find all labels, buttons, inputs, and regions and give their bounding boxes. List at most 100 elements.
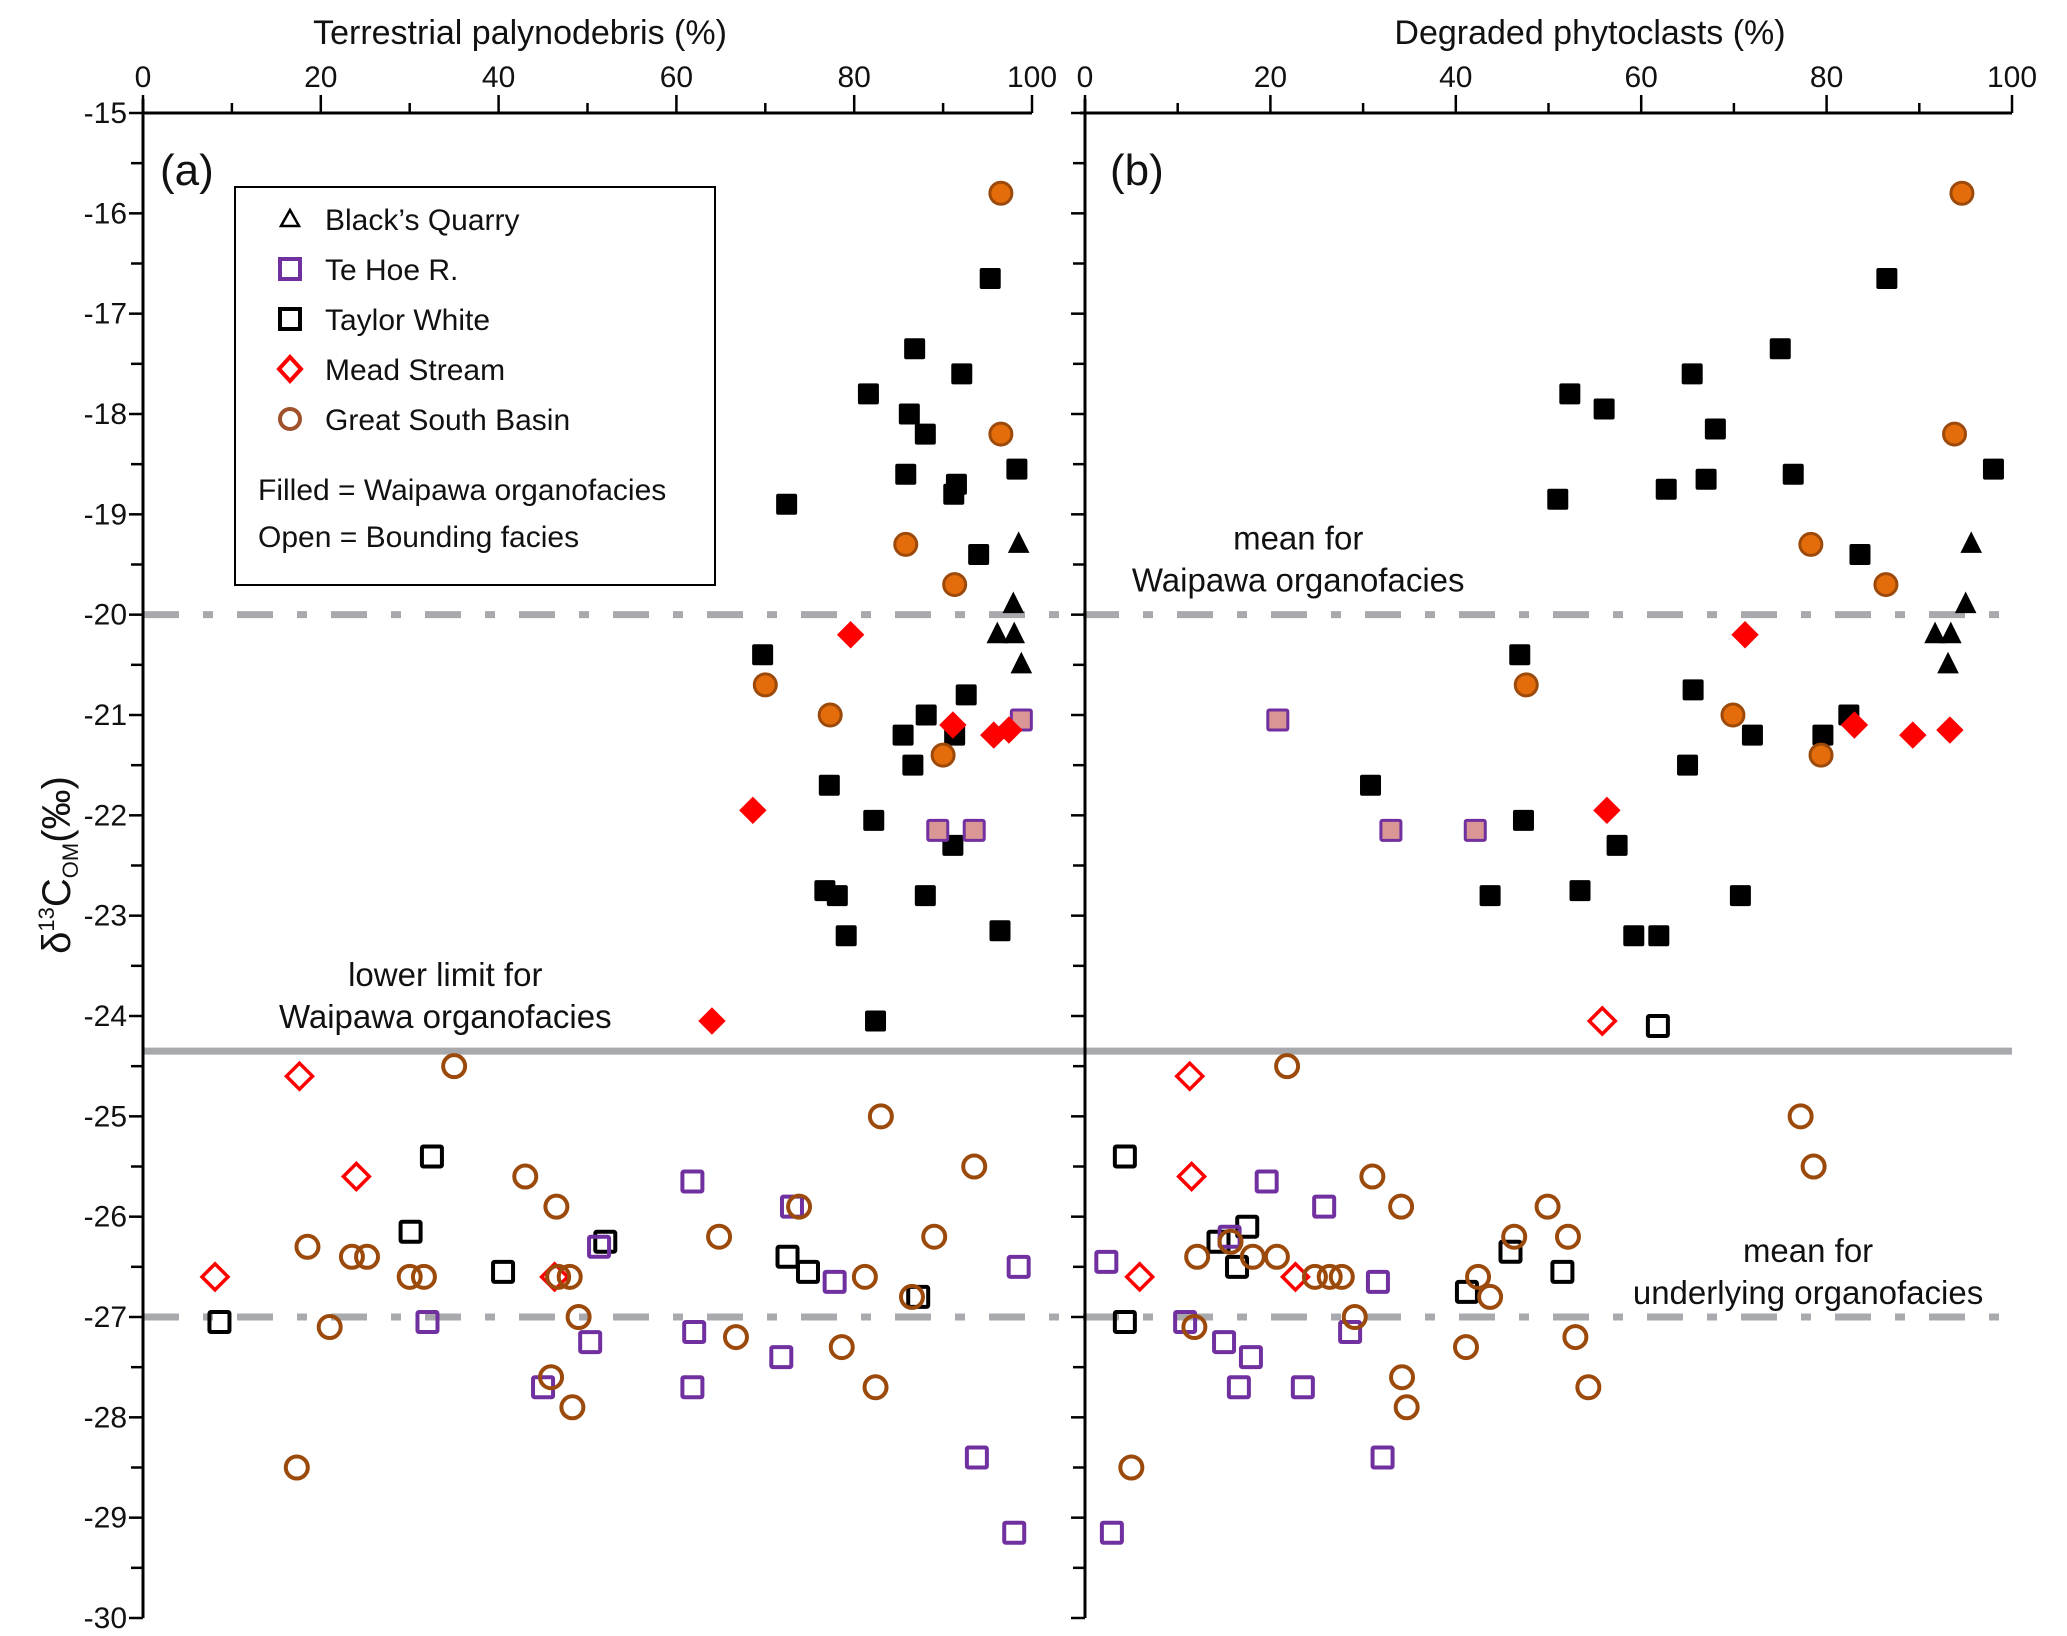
point-taylor-white-filled bbox=[989, 920, 1011, 942]
point-great-south-basin-filled bbox=[1873, 572, 1899, 598]
point-great-south-basin-open bbox=[1328, 1263, 1355, 1290]
legend-box bbox=[234, 186, 716, 586]
ylabel-c: C bbox=[35, 878, 79, 907]
point-black-s-quarry-filled bbox=[1003, 621, 1026, 644]
point-mead-stream-filled bbox=[1899, 721, 1927, 749]
point-taylor-white-open bbox=[795, 1259, 820, 1284]
point-taylor-white-open bbox=[593, 1229, 618, 1254]
y-tick-label: -26 bbox=[84, 1201, 127, 1234]
point-taylor-white-filled bbox=[914, 423, 936, 445]
point-great-south-basin-filled bbox=[942, 572, 968, 598]
point-taylor-white-filled bbox=[1006, 458, 1028, 480]
x-tick-label-a: 40 bbox=[482, 61, 515, 94]
point-black-s-quarry-filled bbox=[1002, 591, 1025, 614]
point-taylor-white-filled bbox=[1509, 644, 1531, 666]
point-great-south-basin-open bbox=[1263, 1243, 1290, 1270]
point-te-hoe-r--open bbox=[1365, 1269, 1390, 1294]
point-te-hoe-r--open bbox=[415, 1310, 440, 1335]
data-points bbox=[199, 180, 2004, 1545]
panel-label-b: (b) bbox=[1110, 146, 1164, 195]
x-tick-label-a: 100 bbox=[1007, 61, 1057, 94]
point-great-south-basin-open bbox=[512, 1163, 539, 1190]
point-great-south-basin-open bbox=[1181, 1314, 1208, 1341]
point-taylor-white-filled bbox=[904, 338, 926, 360]
panel-label-a: (a) bbox=[160, 146, 214, 195]
point-great-south-basin-open bbox=[410, 1263, 437, 1290]
point-great-south-basin-open bbox=[1465, 1263, 1492, 1290]
diamond-open-icon bbox=[276, 354, 304, 384]
legend-label: Mead Stream bbox=[325, 354, 505, 387]
point-taylor-white-filled bbox=[1360, 774, 1382, 796]
legend-entry-taylor-white: Taylor White bbox=[278, 304, 490, 337]
x-tick-label-b: 100 bbox=[1987, 61, 2037, 94]
point-te-hoe-r--open bbox=[578, 1330, 603, 1355]
legend-label: Black’s Quarry bbox=[325, 204, 520, 237]
point-great-south-basin-open bbox=[1341, 1304, 1368, 1330]
point-taylor-white-filled bbox=[835, 925, 857, 947]
point-great-south-basin-open bbox=[1359, 1163, 1386, 1190]
point-mead-stream-open bbox=[340, 1161, 372, 1193]
point-taylor-white-filled bbox=[1741, 724, 1763, 746]
point-mead-stream-filled bbox=[698, 1007, 726, 1035]
x-axis-title-a: Terrestrial palynodebris (%) bbox=[313, 14, 727, 52]
point-great-south-basin-filled bbox=[1720, 702, 1746, 728]
point-te-hoe-r--open bbox=[822, 1269, 847, 1294]
point-great-south-basin-open bbox=[851, 1263, 878, 1290]
point-great-south-basin-open bbox=[1217, 1228, 1244, 1255]
point-great-south-basin-filled bbox=[1942, 421, 1968, 447]
point-great-south-basin-filled bbox=[817, 702, 843, 728]
point-mead-stream-filled bbox=[939, 711, 967, 739]
point-taylor-white-filled bbox=[892, 724, 914, 746]
point-taylor-white-filled bbox=[895, 463, 917, 485]
point-te-hoe-r--open bbox=[1338, 1320, 1363, 1345]
point-taylor-white-filled bbox=[865, 1010, 887, 1032]
legend: Black’s Quarry Te Hoe R. Taylor White Me… bbox=[234, 186, 716, 586]
point-black-s-quarry-filled bbox=[1940, 621, 1962, 644]
point-great-south-basin-open bbox=[706, 1223, 733, 1250]
point-taylor-white-open bbox=[207, 1310, 232, 1335]
point-mead-stream-open bbox=[283, 1060, 315, 1092]
point-great-south-basin-open bbox=[559, 1394, 586, 1421]
legend-label: Great South Basin bbox=[325, 404, 570, 437]
point-taylor-white-open bbox=[398, 1219, 423, 1244]
point-taylor-white-filled bbox=[1569, 880, 1591, 902]
triangle-open-icon bbox=[278, 207, 302, 228]
point-mead-stream-open bbox=[1124, 1261, 1156, 1293]
point-taylor-white-filled bbox=[902, 754, 924, 776]
y-tick-label: -24 bbox=[84, 1000, 127, 1033]
y-tick-label: -21 bbox=[84, 699, 127, 732]
point-great-south-basin-filled bbox=[1949, 180, 1975, 206]
y-tick-label: -17 bbox=[84, 298, 127, 331]
legend-label: Te Hoe R. bbox=[325, 254, 458, 287]
point-taylor-white-open bbox=[491, 1259, 516, 1284]
point-taylor-white-open bbox=[1498, 1239, 1523, 1264]
point-great-south-basin-filled bbox=[988, 421, 1014, 447]
legend-note-open: Open = Bounding facies bbox=[258, 521, 579, 554]
point-great-south-basin-open bbox=[828, 1334, 855, 1361]
point-taylor-white-filled bbox=[1982, 458, 2004, 480]
point-taylor-white-filled bbox=[1682, 679, 1704, 701]
point-te-hoe-r--open bbox=[1006, 1254, 1031, 1279]
point-great-south-basin-filled bbox=[752, 672, 778, 698]
point-black-s-quarry-filled bbox=[1954, 591, 1977, 614]
point-taylor-white-filled bbox=[1729, 885, 1751, 907]
square-open-icon bbox=[278, 257, 302, 281]
point-taylor-white-open bbox=[1550, 1259, 1575, 1284]
point-taylor-white-filled bbox=[1623, 925, 1645, 947]
y-tick-label: -25 bbox=[84, 1100, 127, 1133]
point-great-south-basin-filled bbox=[1798, 531, 1824, 557]
x-tick-label-a: 60 bbox=[660, 61, 693, 94]
point-mead-stream-open bbox=[1174, 1060, 1206, 1092]
point-mead-stream-open bbox=[1586, 1005, 1618, 1037]
point-great-south-basin-open bbox=[1389, 1364, 1416, 1391]
point-te-hoe-r--open bbox=[1370, 1445, 1395, 1470]
point-mead-stream-filled bbox=[1936, 716, 1964, 744]
point-mead-stream-filled bbox=[739, 796, 767, 825]
y-tick-label: -19 bbox=[84, 498, 127, 531]
y-tick-label: -15 bbox=[84, 97, 127, 130]
y-tick-label: -16 bbox=[84, 197, 127, 230]
point-mead-stream-filled bbox=[1731, 621, 1759, 649]
point-great-south-basin-filled bbox=[1808, 742, 1834, 768]
point-great-south-basin-open bbox=[294, 1233, 321, 1260]
point-taylor-white-filled bbox=[955, 684, 977, 706]
